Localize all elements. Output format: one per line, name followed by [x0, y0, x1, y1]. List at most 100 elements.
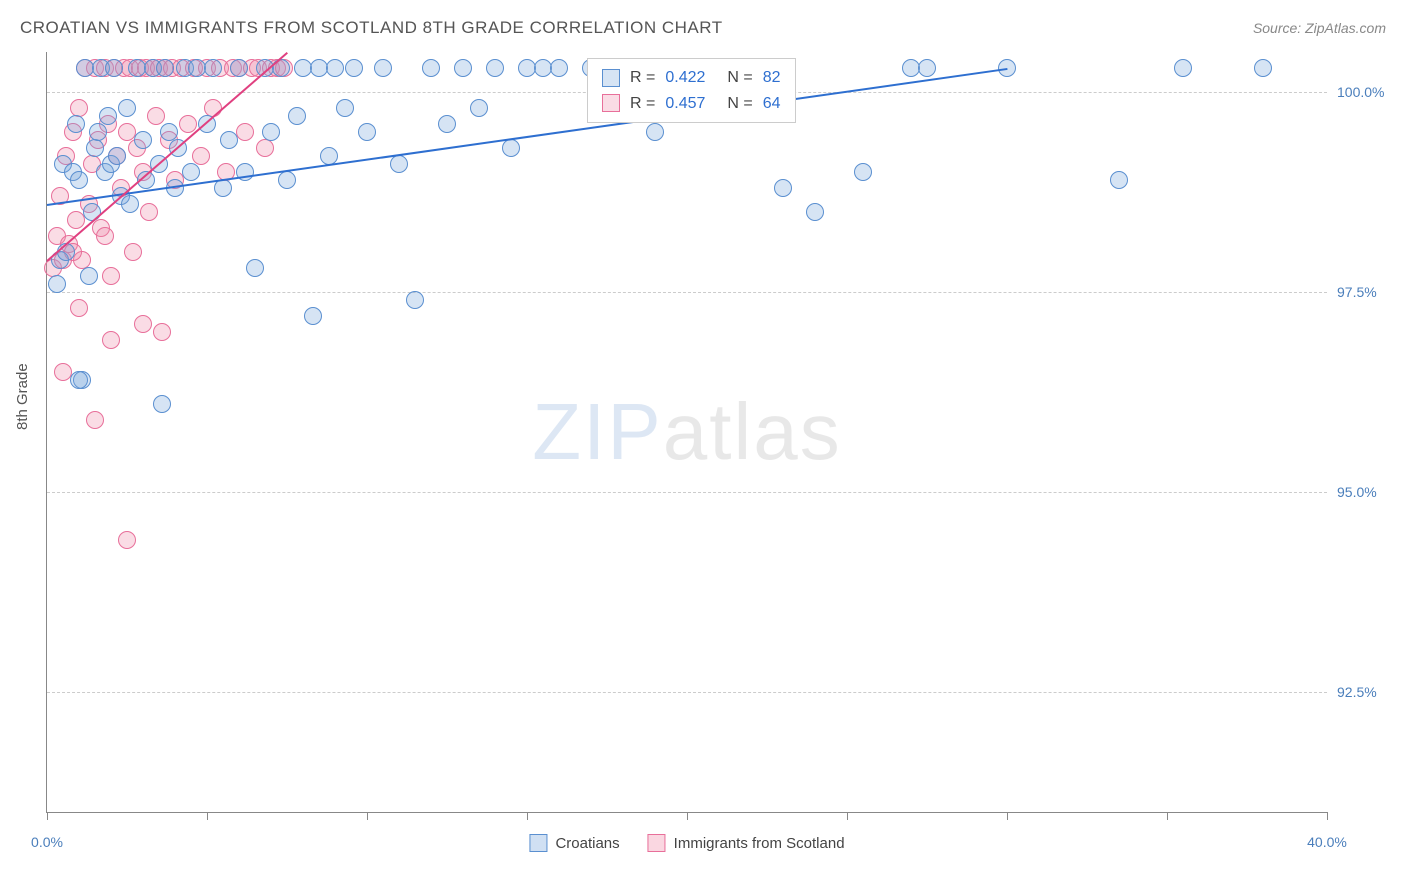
x-tick: [687, 812, 688, 820]
scatter-point: [550, 59, 568, 77]
y-tick-label: 95.0%: [1337, 484, 1397, 500]
legend-item: Immigrants from Scotland: [648, 834, 845, 852]
scatter-point: [179, 115, 197, 133]
stats-r-label: R =: [630, 91, 655, 117]
scatter-point: [134, 315, 152, 333]
chart-title: CROATIAN VS IMMIGRANTS FROM SCOTLAND 8TH…: [20, 18, 723, 38]
trend-line: [46, 52, 287, 262]
scatter-point: [108, 147, 126, 165]
scatter-point: [345, 59, 363, 77]
scatter-point: [326, 59, 344, 77]
x-tick: [367, 812, 368, 820]
scatter-point: [89, 123, 107, 141]
scatter-point: [288, 107, 306, 125]
x-tick: [847, 812, 848, 820]
scatter-point: [390, 155, 408, 173]
scatter-point: [438, 115, 456, 133]
scatter-point: [70, 299, 88, 317]
legend-label: Croatians: [555, 835, 619, 852]
scatter-point: [70, 171, 88, 189]
scatter-point: [278, 171, 296, 189]
scatter-point: [204, 59, 222, 77]
y-tick-label: 92.5%: [1337, 684, 1397, 700]
scatter-point: [192, 147, 210, 165]
scatter-point: [102, 267, 120, 285]
scatter-point: [1254, 59, 1272, 77]
scatter-point: [83, 203, 101, 221]
stats-n-value: 82: [763, 65, 781, 91]
x-tick-label: 40.0%: [1307, 834, 1347, 850]
scatter-point: [121, 195, 139, 213]
x-tick: [1167, 812, 1168, 820]
scatter-point: [124, 243, 142, 261]
legend-swatch: [529, 834, 547, 852]
scatter-point: [256, 139, 274, 157]
scatter-point: [134, 131, 152, 149]
scatter-point: [374, 59, 392, 77]
gridline: [47, 492, 1327, 493]
scatter-point: [102, 331, 120, 349]
stats-r-value: 0.457: [665, 91, 705, 117]
stats-n-value: 64: [763, 91, 781, 117]
scatter-point: [86, 139, 104, 157]
x-tick: [1327, 812, 1328, 820]
scatter-point: [99, 107, 117, 125]
stats-swatch: [602, 69, 620, 87]
legend-swatch: [648, 834, 666, 852]
stats-swatch: [602, 94, 620, 112]
scatter-point: [470, 99, 488, 117]
scatter-point: [70, 371, 88, 389]
scatter-point: [48, 275, 66, 293]
scatter-point: [1174, 59, 1192, 77]
scatter-point: [854, 163, 872, 181]
watermark: ZIPatlas: [532, 386, 841, 478]
scatter-point: [406, 291, 424, 309]
scatter-point: [220, 131, 238, 149]
scatter-point: [1110, 171, 1128, 189]
scatter-point: [358, 123, 376, 141]
scatter-point: [118, 99, 136, 117]
gridline: [47, 692, 1327, 693]
x-tick: [207, 812, 208, 820]
scatter-point: [236, 123, 254, 141]
scatter-point: [182, 163, 200, 181]
scatter-point: [140, 203, 158, 221]
x-tick-label: 0.0%: [31, 834, 63, 850]
scatter-point: [774, 179, 792, 197]
scatter-point: [918, 59, 936, 77]
x-tick: [47, 812, 48, 820]
scatter-plot: ZIPatlas CroatiansImmigrants from Scotla…: [46, 52, 1327, 813]
scatter-point: [806, 203, 824, 221]
scatter-point: [422, 59, 440, 77]
scatter-point: [246, 259, 264, 277]
y-tick-label: 97.5%: [1337, 284, 1397, 300]
x-tick: [527, 812, 528, 820]
stats-box: R = 0.422N = 82R = 0.457N = 64: [587, 58, 796, 123]
scatter-point: [147, 107, 165, 125]
stats-row: R = 0.457 N = 64: [602, 91, 781, 117]
legend-item: Croatians: [529, 834, 619, 852]
legend-label: Immigrants from Scotland: [674, 835, 845, 852]
scatter-point: [160, 123, 178, 141]
scatter-point: [67, 115, 85, 133]
scatter-point: [262, 123, 280, 141]
scatter-point: [156, 59, 174, 77]
y-axis-label: 8th Grade: [14, 363, 31, 430]
scatter-point: [105, 59, 123, 77]
x-tick: [1007, 812, 1008, 820]
scatter-point: [486, 59, 504, 77]
scatter-point: [646, 123, 664, 141]
scatter-point: [153, 395, 171, 413]
stats-r-label: R =: [630, 65, 655, 91]
gridline: [47, 292, 1327, 293]
source-label: Source: ZipAtlas.com: [1253, 20, 1386, 36]
scatter-point: [230, 59, 248, 77]
scatter-point: [118, 531, 136, 549]
scatter-point: [336, 99, 354, 117]
legend: Croatians Immigrants from Scotland: [529, 834, 844, 852]
stats-n-label: N =: [727, 65, 752, 91]
scatter-point: [502, 139, 520, 157]
scatter-point: [80, 267, 98, 285]
scatter-point: [153, 323, 171, 341]
stats-n-label: N =: [727, 91, 752, 117]
